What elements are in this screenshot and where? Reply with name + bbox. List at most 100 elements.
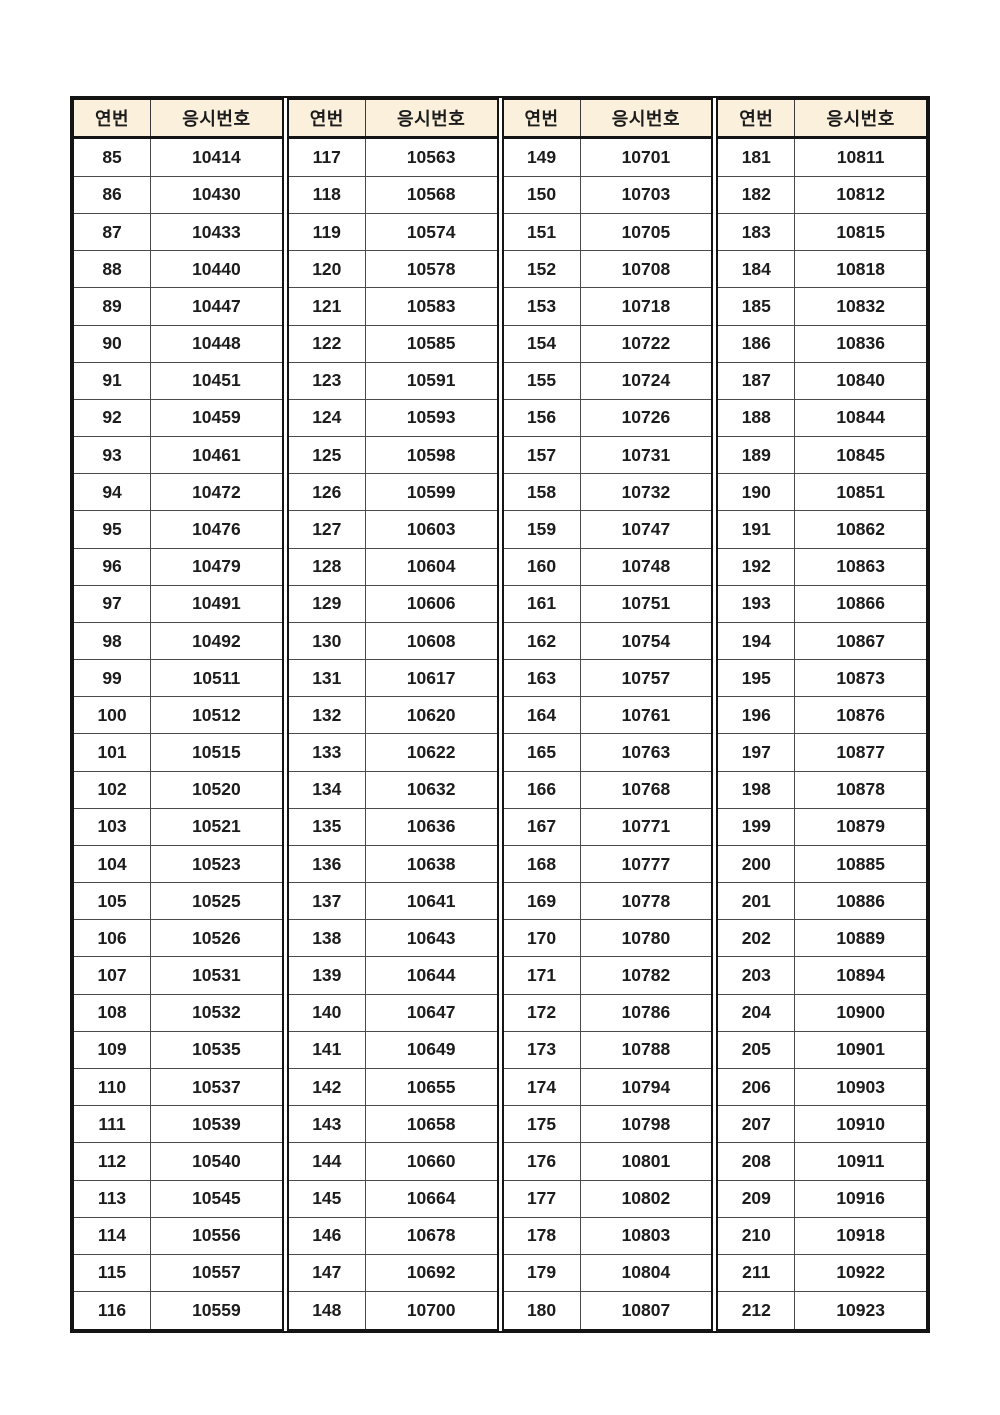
seq-cell: 206 [716, 1067, 796, 1107]
id-header-cell: 응시번호 [150, 98, 284, 139]
id-header-cell: 응시번호 [579, 98, 713, 139]
table-row: 135 10636 [287, 807, 499, 846]
seq-cell: 166 [502, 770, 581, 809]
seq-cell: 177 [502, 1179, 581, 1218]
exam-table-group-4: 연번 응시번호 181 10811 182 10812 183 10815 184 10818 18… [716, 98, 928, 1331]
id-cell: 10901 [794, 1030, 928, 1070]
id-cell: 10479 [150, 547, 284, 586]
table-row: 92 10459 [72, 398, 284, 438]
id-cell: 10732 [579, 473, 713, 512]
table-row: 170 10780 [502, 919, 713, 958]
id-cell: 10491 [150, 584, 284, 623]
id-cell: 10832 [794, 287, 928, 326]
table-row: 147 10692 [287, 1253, 499, 1293]
seq-cell: 100 [72, 696, 152, 735]
table-row: 171 10782 [502, 956, 713, 995]
id-cell: 10778 [579, 882, 713, 921]
seq-cell: 111 [72, 1105, 152, 1144]
id-cell: 10638 [364, 844, 499, 884]
table-row: 118 10568 [287, 175, 499, 215]
id-cell: 10649 [364, 1030, 499, 1070]
seq-cell: 153 [502, 287, 581, 326]
id-cell: 10922 [794, 1253, 928, 1293]
table-row: 130 10608 [287, 621, 499, 661]
id-cell: 10559 [150, 1291, 284, 1331]
table-row: 108 10532 [72, 993, 284, 1032]
seq-cell: 192 [716, 547, 796, 586]
id-cell: 10777 [579, 844, 713, 884]
seq-cell: 113 [72, 1179, 152, 1218]
seq-cell: 146 [287, 1216, 366, 1255]
table-row: 204 10900 [716, 993, 928, 1032]
table-row: 116 10559 [72, 1291, 284, 1331]
seq-cell: 182 [716, 175, 796, 215]
table-row: 168 10777 [502, 844, 713, 884]
id-cell: 10722 [579, 324, 713, 363]
id-cell: 10845 [794, 436, 928, 475]
id-cell: 10476 [150, 510, 284, 549]
table-row: 143 10658 [287, 1105, 499, 1144]
table-row: 183 10815 [716, 213, 928, 252]
table-row: 164 10761 [502, 696, 713, 735]
id-cell: 10414 [150, 137, 284, 177]
seq-cell: 197 [716, 733, 796, 772]
id-cell: 10591 [364, 361, 499, 400]
id-cell: 10726 [579, 398, 713, 438]
id-cell: 10900 [794, 993, 928, 1032]
seq-cell: 152 [502, 250, 581, 289]
seq-cell: 87 [72, 213, 152, 252]
seq-cell: 143 [287, 1105, 366, 1144]
id-cell: 10867 [794, 621, 928, 661]
table-row: 87 10433 [72, 213, 284, 252]
table-row: 184 10818 [716, 250, 928, 289]
table-row: 106 10526 [72, 919, 284, 958]
table-row: 122 10585 [287, 324, 499, 363]
seq-cell: 115 [72, 1253, 152, 1293]
id-cell: 10836 [794, 324, 928, 363]
id-cell: 10889 [794, 919, 928, 958]
seq-cell: 149 [502, 137, 581, 177]
seq-cell: 178 [502, 1216, 581, 1255]
seq-cell: 174 [502, 1067, 581, 1107]
table-row: 97 10491 [72, 584, 284, 623]
seq-cell: 168 [502, 844, 581, 884]
seq-cell: 169 [502, 882, 581, 921]
id-cell: 10603 [364, 510, 499, 549]
table-row: 162 10754 [502, 621, 713, 661]
table-header-row: 연번 응시번호 [72, 98, 284, 139]
id-cell: 10815 [794, 213, 928, 252]
id-cell: 10641 [364, 882, 499, 921]
id-cell: 10780 [579, 919, 713, 958]
table-row: 155 10724 [502, 361, 713, 400]
seq-cell: 184 [716, 250, 796, 289]
id-cell: 10644 [364, 956, 499, 995]
table-row: 95 10476 [72, 510, 284, 549]
seq-cell: 160 [502, 547, 581, 586]
table-row: 157 10731 [502, 436, 713, 475]
table-row: 152 10708 [502, 250, 713, 289]
id-cell: 10593 [364, 398, 499, 438]
seq-cell: 189 [716, 436, 796, 475]
table-row: 210 10918 [716, 1216, 928, 1255]
seq-cell: 104 [72, 844, 152, 884]
id-cell: 10894 [794, 956, 928, 995]
table-row: 211 10922 [716, 1253, 928, 1293]
id-cell: 10430 [150, 175, 284, 215]
table-row: 131 10617 [287, 659, 499, 698]
table-row: 136 10638 [287, 844, 499, 884]
table-row: 132 10620 [287, 696, 499, 735]
id-cell: 10851 [794, 473, 928, 512]
table-row: 199 10879 [716, 807, 928, 846]
seq-cell: 196 [716, 696, 796, 735]
id-cell: 10574 [364, 213, 499, 252]
id-cell: 10525 [150, 882, 284, 921]
exam-table-group-2: 연번 응시번호 117 10563 118 10568 119 10574 120 10578 12… [286, 98, 499, 1331]
seq-cell: 165 [502, 733, 581, 772]
id-cell: 10539 [150, 1105, 284, 1144]
id-cell: 10556 [150, 1216, 284, 1255]
table-row: 153 10718 [502, 287, 713, 326]
id-header-cell: 응시번호 [364, 98, 499, 139]
id-cell: 10718 [579, 287, 713, 326]
seq-cell: 140 [287, 993, 366, 1032]
id-cell: 10801 [579, 1142, 713, 1181]
